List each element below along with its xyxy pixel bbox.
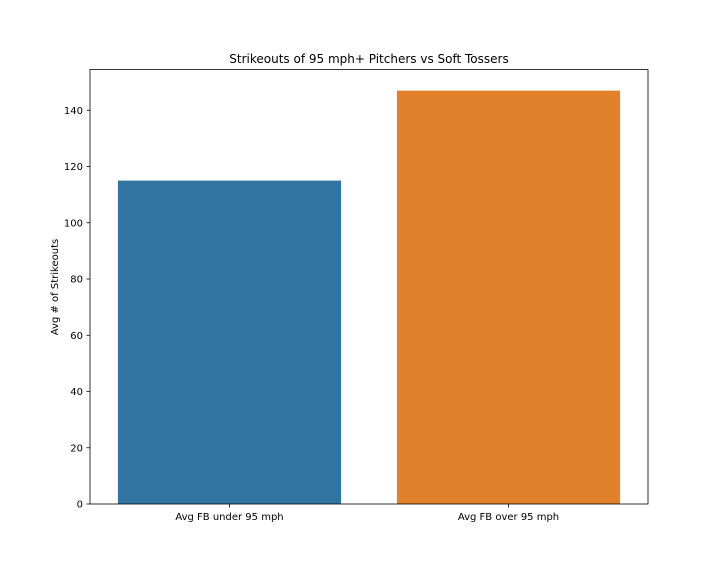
x-tick-label: Avg FB over 95 mph [458, 512, 559, 523]
y-tick-label: 140 [64, 106, 83, 117]
y-tick-label: 20 [70, 443, 83, 454]
y-axis-ticks: 0 20 40 60 80 100 120 140 [64, 106, 90, 511]
y-tick-label: 100 [64, 218, 83, 229]
plot-frame [89, 69, 649, 505]
x-axis-ticks: Avg FB under 95 mph Avg FB over 95 mph [175, 504, 559, 523]
y-axis-label: Avg # of Strikeouts [50, 239, 61, 335]
bar-0 [117, 180, 342, 504]
bars-group [117, 90, 621, 505]
chart-title: Strikeouts of 95 mph+ Pitchers vs Soft T… [229, 52, 508, 66]
x-tick-label: Avg FB under 95 mph [175, 512, 283, 523]
y-tick-label: 120 [64, 162, 83, 173]
y-tick-label: 0 [77, 500, 83, 511]
y-tick-label: 80 [70, 275, 83, 286]
bar-1 [396, 90, 621, 505]
y-tick-label: 40 [70, 387, 83, 398]
y-tick-label: 60 [70, 331, 83, 342]
